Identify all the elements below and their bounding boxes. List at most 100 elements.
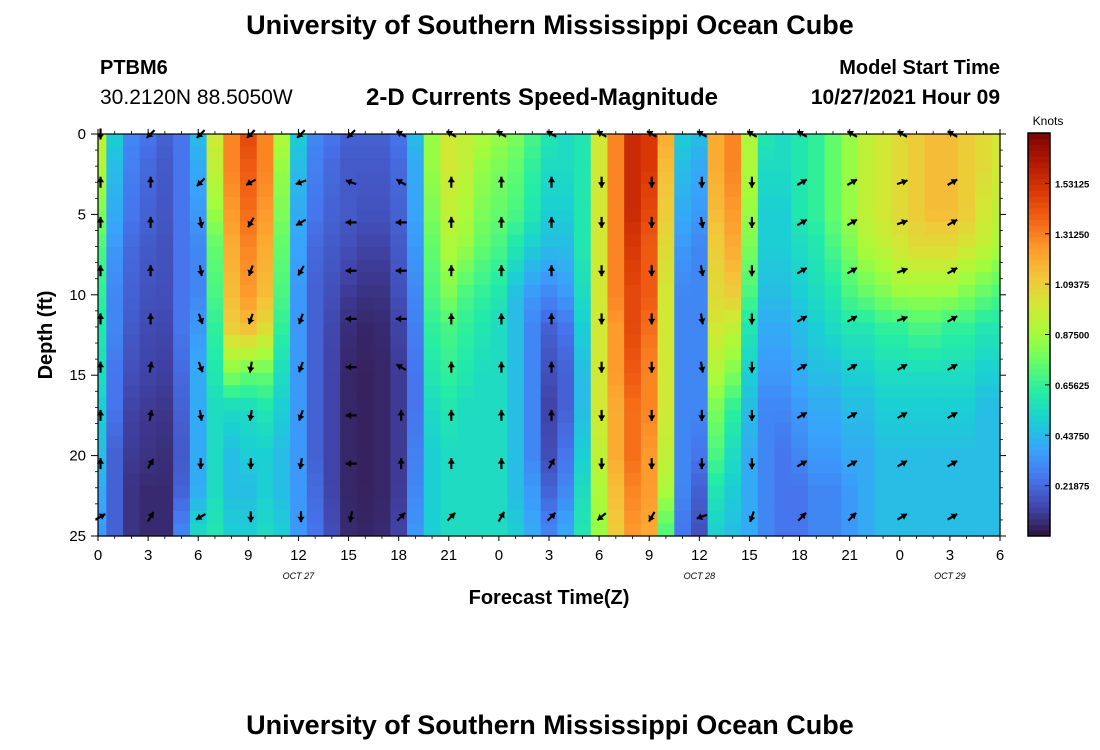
heatmap-cell (356, 335, 375, 349)
heatmap-cell (841, 134, 859, 148)
heatmap-cell (741, 335, 759, 349)
heatmap-cell (206, 146, 224, 160)
heatmap-cell (440, 385, 458, 399)
heatmap-cell (239, 322, 258, 336)
current-vector (547, 176, 556, 188)
heatmap-cell (991, 209, 1001, 223)
heatmap-cell (156, 422, 174, 437)
heatmap-cell (156, 372, 174, 386)
heatmap-cell (139, 272, 158, 286)
heatmap-cell (290, 284, 308, 298)
heatmap-cell (356, 360, 375, 374)
colorbar-segment (1028, 271, 1050, 278)
vector-head (698, 270, 706, 277)
heatmap-cell (390, 397, 408, 411)
heatmap-cell (607, 410, 625, 424)
current-vector (748, 511, 756, 523)
heatmap-cell (139, 322, 158, 336)
colorbar-segment (1028, 317, 1050, 324)
heatmap-cell (991, 234, 1001, 248)
heatmap-cell (423, 284, 442, 298)
heatmap-cell (423, 422, 442, 437)
heatmap-cell (924, 234, 943, 248)
vector-head (748, 367, 756, 373)
current-vector (748, 313, 756, 325)
vector-head (345, 363, 352, 371)
heatmap-cell (123, 347, 141, 361)
heatmap-cell (440, 322, 458, 336)
heatmap-cell (189, 134, 208, 148)
heatmap-cell (574, 385, 592, 399)
heatmap-cell (440, 498, 458, 512)
heatmap-cell (540, 247, 558, 261)
heatmap-cell (924, 397, 943, 411)
heatmap-cell (523, 259, 542, 273)
heatmap-cell (139, 209, 158, 223)
heatmap-cell (390, 146, 408, 160)
current-vector (147, 265, 155, 277)
heatmap-cell (941, 448, 959, 462)
heatmap-cell (490, 372, 508, 386)
heatmap-cell (657, 422, 675, 437)
heatmap-cell (323, 272, 341, 286)
heatmap-cell (858, 171, 876, 185)
heatmap-cell (941, 196, 959, 210)
heatmap-cell (690, 473, 709, 487)
heatmap-cell (657, 498, 675, 512)
heatmap-cell (390, 159, 408, 173)
heatmap-cell (106, 171, 124, 185)
heatmap-cell (624, 209, 642, 223)
heatmap-cell (373, 134, 391, 148)
heatmap-cell (724, 347, 742, 361)
colorbar-label: Knots (1033, 114, 1064, 128)
heatmap-cell (891, 209, 909, 223)
heatmap-cell (824, 234, 842, 248)
heatmap-cell (941, 485, 959, 499)
colorbar-segment (1028, 150, 1050, 157)
heatmap-cell (407, 322, 425, 336)
heatmap-cell (841, 360, 859, 374)
heatmap-cell (891, 448, 909, 462)
vector-head (648, 270, 656, 277)
heatmap-cell (457, 259, 475, 273)
heatmap-cell (306, 272, 325, 286)
heatmap-cell (924, 435, 943, 449)
heatmap-cell (674, 196, 692, 210)
heatmap-cell (657, 385, 675, 399)
heatmap-cell (173, 410, 191, 424)
heatmap-cell (323, 297, 341, 311)
heatmap-cell (457, 297, 475, 311)
heatmap-cell (473, 134, 492, 148)
vector-head (850, 364, 857, 371)
heatmap-cell (306, 247, 325, 261)
heatmap-cell (757, 234, 776, 248)
heatmap-cell (774, 410, 792, 424)
vector-head (497, 216, 505, 223)
current-vector (648, 176, 656, 188)
heatmap-cell (958, 473, 976, 487)
heatmap-cell (239, 209, 258, 223)
heatmap-cell (356, 498, 375, 512)
heatmap-cell (841, 335, 859, 349)
heatmap-cell (874, 322, 893, 336)
heatmap-cell (189, 196, 208, 210)
heatmap-cell (690, 196, 709, 210)
heatmap-cell (924, 385, 943, 399)
current-vector (497, 361, 505, 373)
heatmap-cell (557, 196, 575, 210)
current-vector (796, 315, 808, 323)
heatmap-cell (273, 347, 291, 361)
heatmap-cell (239, 272, 258, 286)
heatmap-cell (356, 196, 375, 210)
heatmap-cell (924, 485, 943, 499)
heatmap-cell (490, 322, 508, 336)
vector-head (850, 412, 857, 419)
vector-head (850, 460, 857, 467)
heatmap-cell (123, 146, 141, 160)
heatmap-cell (741, 422, 759, 437)
heatmap-cell (523, 146, 542, 160)
heatmap-cell (523, 473, 542, 487)
heatmap-cell (824, 372, 842, 386)
heatmap-cell (824, 196, 842, 210)
heatmap-cell (189, 485, 208, 499)
